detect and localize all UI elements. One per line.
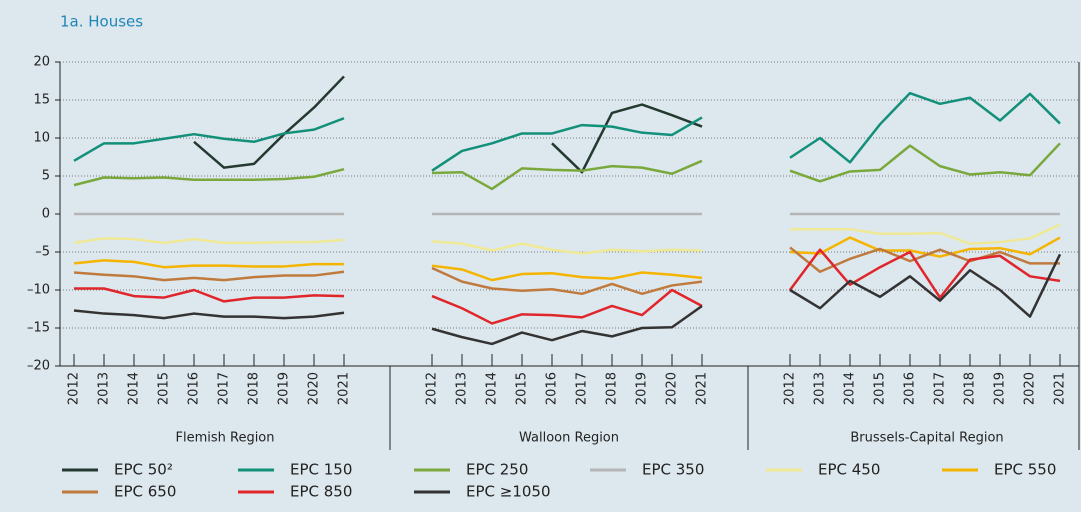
series-line <box>431 264 703 282</box>
x-tick-label: 2015 <box>873 372 888 405</box>
series-line <box>74 287 345 303</box>
y-tick-label: –5 <box>35 245 50 260</box>
x-tick-label: 2012 <box>783 372 798 405</box>
x-tick-label: 2013 <box>813 372 828 405</box>
series-line <box>789 91 1061 164</box>
series-line <box>789 236 1061 258</box>
x-tick-label: 2013 <box>97 372 112 405</box>
legend-label: EPC 350 <box>642 461 704 479</box>
x-tick-label: 2012 <box>67 372 82 405</box>
x-tick-label: 2014 <box>485 372 500 405</box>
series-line <box>431 159 703 191</box>
x-tick-label: 2014 <box>127 372 142 405</box>
x-tick-label: 2012 <box>425 372 440 405</box>
x-tick-label: 2016 <box>545 372 560 405</box>
x-tick-label: 2016 <box>187 372 202 405</box>
y-tick-label: 0 <box>42 207 50 222</box>
legend-label: EPC 550 <box>994 461 1056 479</box>
panel-label: Flemish Region <box>175 431 274 446</box>
x-tick-label: 2017 <box>217 372 232 405</box>
x-tick-label: 2016 <box>903 372 918 405</box>
y-tick-label: 5 <box>42 169 50 184</box>
series-line <box>73 237 345 245</box>
series-line <box>73 167 345 187</box>
legend-label: EPC 250 <box>466 461 528 479</box>
series-line <box>788 248 1061 299</box>
legend-label: EPC 50² <box>114 461 173 479</box>
x-tick-label: 2020 <box>665 372 680 405</box>
legend-label: EPC 650 <box>114 483 176 501</box>
y-tick-label: –15 <box>27 321 50 336</box>
series-line <box>73 259 344 269</box>
legend-label: EPC 450 <box>818 461 880 479</box>
panel-label: Brussels-Capital Region <box>850 431 1003 446</box>
legend-label: EPC 150 <box>290 461 352 479</box>
panel-label: Walloon Region <box>519 431 619 446</box>
x-tick-label: 2020 <box>307 372 322 405</box>
legend-label: EPC ≥1050 <box>466 483 551 501</box>
x-tick-label: 2019 <box>277 372 292 405</box>
x-tick-label: 2018 <box>605 372 620 405</box>
series-line <box>790 223 1061 245</box>
series-line <box>431 266 703 296</box>
x-tick-label: 2019 <box>993 372 1008 405</box>
series-line <box>431 240 703 255</box>
y-tick-label: –20 <box>27 359 50 374</box>
x-tick-label: 2017 <box>575 372 590 405</box>
x-tick-label: 2018 <box>963 372 978 405</box>
x-tick-label: 2015 <box>515 372 530 405</box>
series-line <box>431 288 703 325</box>
series-line <box>431 116 703 172</box>
x-tick-label: 2017 <box>933 372 948 405</box>
series-line <box>193 75 345 169</box>
x-tick-label: 2021 <box>695 372 710 405</box>
y-tick-label: 20 <box>33 55 50 70</box>
series-line <box>73 117 345 162</box>
x-tick-label: 2021 <box>337 372 352 405</box>
series-line <box>551 103 703 174</box>
x-tick-label: 2018 <box>247 372 262 405</box>
series-line <box>73 270 345 282</box>
y-tick-label: 10 <box>33 131 50 146</box>
series-line <box>789 253 1062 318</box>
series-line <box>73 309 345 320</box>
x-tick-label: 2015 <box>157 372 172 405</box>
series-line <box>789 142 1061 183</box>
chart-title: 1a. Houses <box>60 13 143 31</box>
x-tick-label: 2013 <box>455 372 470 405</box>
y-tick-label: –10 <box>27 283 50 298</box>
legend-label: EPC 850 <box>290 483 352 501</box>
series-line <box>431 304 703 346</box>
x-tick-label: 2020 <box>1023 372 1038 405</box>
x-tick-label: 2021 <box>1053 372 1068 405</box>
x-tick-label: 2019 <box>635 372 650 405</box>
x-tick-label: 2014 <box>843 372 858 405</box>
y-tick-label: 15 <box>33 93 50 108</box>
